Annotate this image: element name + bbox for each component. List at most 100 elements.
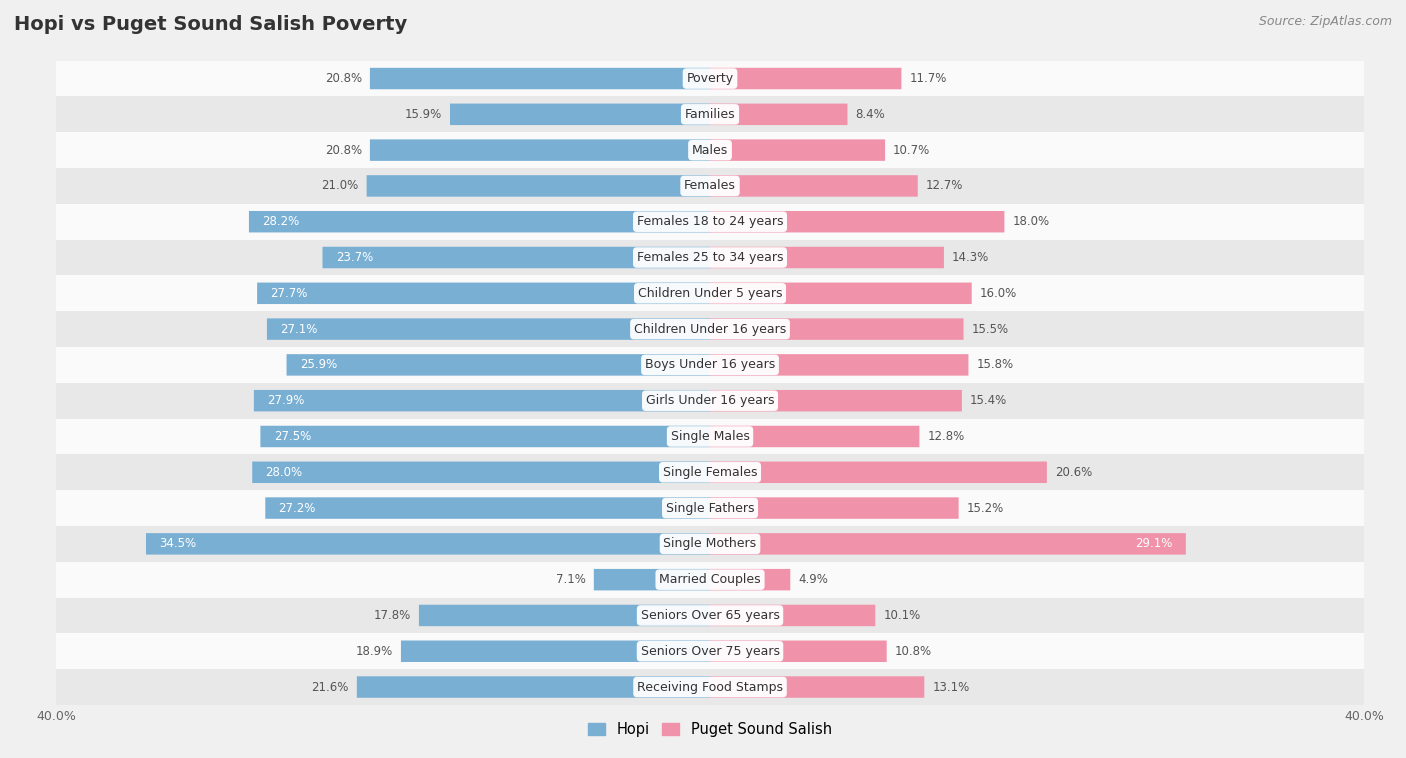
Text: 29.1%: 29.1% bbox=[1135, 537, 1173, 550]
FancyBboxPatch shape bbox=[267, 318, 710, 340]
Bar bbox=[56, 240, 1364, 275]
Bar bbox=[56, 562, 1364, 597]
Bar bbox=[56, 204, 1364, 240]
Bar bbox=[56, 132, 1364, 168]
Text: Single Females: Single Females bbox=[662, 465, 758, 479]
FancyBboxPatch shape bbox=[710, 569, 790, 590]
FancyBboxPatch shape bbox=[710, 354, 969, 376]
Text: 20.6%: 20.6% bbox=[1054, 465, 1092, 479]
Text: 28.0%: 28.0% bbox=[266, 465, 302, 479]
Text: Females 18 to 24 years: Females 18 to 24 years bbox=[637, 215, 783, 228]
Bar bbox=[56, 418, 1364, 454]
Legend: Hopi, Puget Sound Salish: Hopi, Puget Sound Salish bbox=[582, 716, 838, 743]
Text: 15.4%: 15.4% bbox=[970, 394, 1007, 407]
FancyBboxPatch shape bbox=[710, 426, 920, 447]
Bar bbox=[56, 168, 1364, 204]
FancyBboxPatch shape bbox=[710, 641, 887, 662]
Text: Seniors Over 65 years: Seniors Over 65 years bbox=[641, 609, 779, 622]
Text: 15.9%: 15.9% bbox=[405, 108, 441, 121]
Text: 16.0%: 16.0% bbox=[980, 287, 1017, 300]
FancyBboxPatch shape bbox=[710, 175, 918, 196]
Text: Hopi vs Puget Sound Salish Poverty: Hopi vs Puget Sound Salish Poverty bbox=[14, 15, 408, 34]
Text: 10.8%: 10.8% bbox=[894, 645, 932, 658]
Text: 23.7%: 23.7% bbox=[336, 251, 373, 264]
Text: 20.8%: 20.8% bbox=[325, 72, 361, 85]
Text: 27.1%: 27.1% bbox=[280, 323, 318, 336]
Text: 27.5%: 27.5% bbox=[274, 430, 311, 443]
Text: 4.9%: 4.9% bbox=[799, 573, 828, 586]
Bar bbox=[56, 275, 1364, 312]
Text: 15.5%: 15.5% bbox=[972, 323, 1008, 336]
Text: Seniors Over 75 years: Seniors Over 75 years bbox=[641, 645, 779, 658]
Text: 13.1%: 13.1% bbox=[932, 681, 970, 694]
Text: 17.8%: 17.8% bbox=[374, 609, 411, 622]
FancyBboxPatch shape bbox=[322, 247, 710, 268]
FancyBboxPatch shape bbox=[710, 497, 959, 518]
FancyBboxPatch shape bbox=[710, 605, 876, 626]
Text: 27.2%: 27.2% bbox=[278, 502, 316, 515]
FancyBboxPatch shape bbox=[254, 390, 710, 412]
Bar bbox=[56, 454, 1364, 490]
Text: 8.4%: 8.4% bbox=[855, 108, 886, 121]
Text: 12.8%: 12.8% bbox=[928, 430, 965, 443]
Text: 21.6%: 21.6% bbox=[312, 681, 349, 694]
Text: 10.1%: 10.1% bbox=[883, 609, 921, 622]
Text: Females: Females bbox=[685, 180, 735, 193]
Text: Poverty: Poverty bbox=[686, 72, 734, 85]
Text: 20.8%: 20.8% bbox=[325, 143, 361, 157]
FancyBboxPatch shape bbox=[252, 462, 710, 483]
Text: Children Under 16 years: Children Under 16 years bbox=[634, 323, 786, 336]
Text: 21.0%: 21.0% bbox=[322, 180, 359, 193]
Text: 15.8%: 15.8% bbox=[976, 359, 1014, 371]
Text: Families: Families bbox=[685, 108, 735, 121]
Bar bbox=[56, 526, 1364, 562]
Bar bbox=[56, 347, 1364, 383]
Bar bbox=[56, 669, 1364, 705]
Bar bbox=[56, 383, 1364, 418]
Text: 7.1%: 7.1% bbox=[555, 573, 586, 586]
Text: 27.9%: 27.9% bbox=[267, 394, 305, 407]
Text: 15.2%: 15.2% bbox=[967, 502, 1004, 515]
Bar bbox=[56, 634, 1364, 669]
FancyBboxPatch shape bbox=[450, 104, 710, 125]
FancyBboxPatch shape bbox=[710, 676, 924, 698]
Text: 25.9%: 25.9% bbox=[299, 359, 337, 371]
FancyBboxPatch shape bbox=[370, 67, 710, 89]
FancyBboxPatch shape bbox=[367, 175, 710, 196]
Text: 27.7%: 27.7% bbox=[270, 287, 308, 300]
FancyBboxPatch shape bbox=[419, 605, 710, 626]
FancyBboxPatch shape bbox=[257, 283, 710, 304]
FancyBboxPatch shape bbox=[370, 139, 710, 161]
FancyBboxPatch shape bbox=[710, 462, 1047, 483]
FancyBboxPatch shape bbox=[146, 533, 710, 555]
FancyBboxPatch shape bbox=[710, 533, 1185, 555]
Bar bbox=[56, 96, 1364, 132]
Text: 34.5%: 34.5% bbox=[159, 537, 197, 550]
Bar bbox=[56, 597, 1364, 634]
Text: Single Males: Single Males bbox=[671, 430, 749, 443]
Text: 10.7%: 10.7% bbox=[893, 143, 931, 157]
FancyBboxPatch shape bbox=[710, 67, 901, 89]
Text: Single Fathers: Single Fathers bbox=[666, 502, 754, 515]
Text: 11.7%: 11.7% bbox=[910, 72, 946, 85]
FancyBboxPatch shape bbox=[249, 211, 710, 233]
Text: Males: Males bbox=[692, 143, 728, 157]
FancyBboxPatch shape bbox=[710, 283, 972, 304]
Text: 14.3%: 14.3% bbox=[952, 251, 990, 264]
Text: Boys Under 16 years: Boys Under 16 years bbox=[645, 359, 775, 371]
Text: 18.9%: 18.9% bbox=[356, 645, 392, 658]
FancyBboxPatch shape bbox=[710, 104, 848, 125]
FancyBboxPatch shape bbox=[357, 676, 710, 698]
Bar bbox=[56, 490, 1364, 526]
FancyBboxPatch shape bbox=[287, 354, 710, 376]
Text: Single Mothers: Single Mothers bbox=[664, 537, 756, 550]
FancyBboxPatch shape bbox=[710, 390, 962, 412]
Text: 18.0%: 18.0% bbox=[1012, 215, 1049, 228]
FancyBboxPatch shape bbox=[710, 247, 943, 268]
Bar bbox=[56, 312, 1364, 347]
FancyBboxPatch shape bbox=[710, 211, 1004, 233]
FancyBboxPatch shape bbox=[593, 569, 710, 590]
Text: Children Under 5 years: Children Under 5 years bbox=[638, 287, 782, 300]
Text: 12.7%: 12.7% bbox=[925, 180, 963, 193]
Text: Source: ZipAtlas.com: Source: ZipAtlas.com bbox=[1258, 15, 1392, 28]
